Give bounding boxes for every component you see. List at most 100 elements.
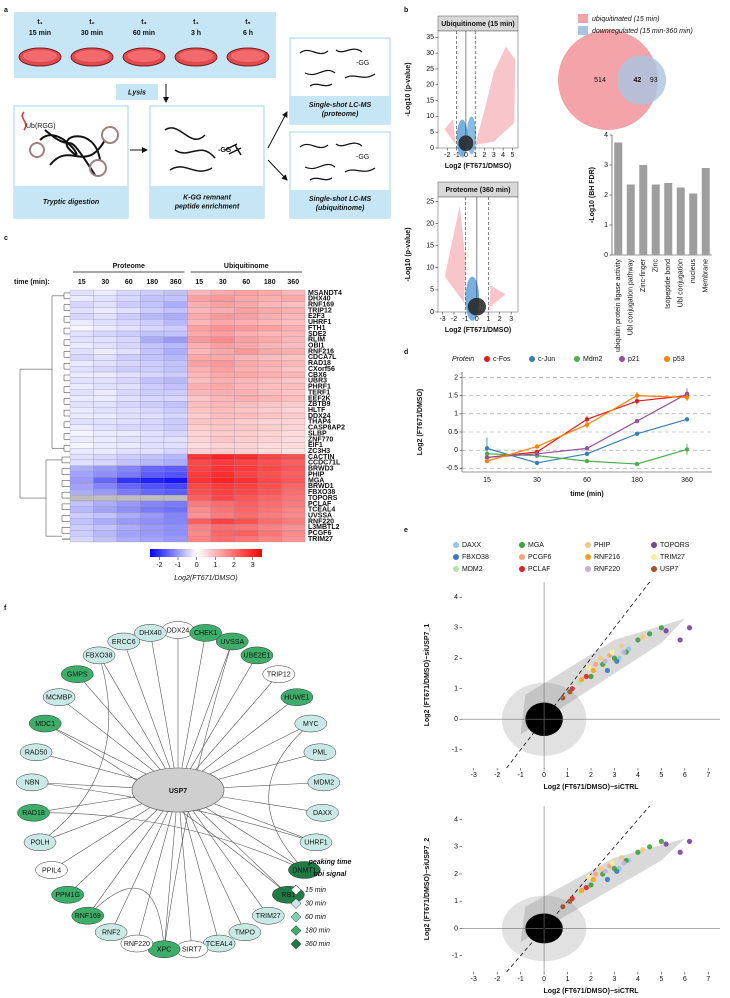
- hub-label: USP7: [169, 788, 187, 795]
- legend-marker: [519, 542, 525, 548]
- heat-cell: [210, 360, 235, 367]
- x-tick-label: Zinc-finger: [640, 258, 647, 292]
- y-tick-label: 3: [454, 844, 458, 851]
- venn-set: [558, 30, 658, 130]
- heat-cell: [257, 483, 282, 490]
- node: [307, 773, 341, 792]
- heat-cell: [281, 442, 306, 449]
- heat-cell: [69, 459, 94, 466]
- heat-cell: [93, 536, 118, 543]
- heat-cell: [140, 407, 165, 414]
- heat-cell: [116, 389, 141, 396]
- heat-cell: [187, 313, 212, 320]
- heat-cell: [210, 307, 235, 314]
- node: [23, 833, 57, 852]
- legend-label: MGA: [528, 542, 544, 549]
- timepoint-time: 15 min: [29, 30, 51, 37]
- heat-cell: [210, 354, 235, 361]
- x-tick-label: 15: [483, 477, 491, 484]
- heat-cell: [187, 506, 212, 513]
- point: [609, 860, 615, 866]
- heat-cell: [93, 489, 118, 496]
- heat-cell: [281, 471, 306, 478]
- heat-cell: [281, 448, 306, 455]
- heat-cell: [163, 307, 188, 314]
- decoration: [21, 111, 27, 131]
- heat-cell: [187, 418, 212, 425]
- na-cell: [69, 494, 94, 502]
- x-tick-label: ubiquitin protein ligase activity: [615, 259, 622, 352]
- point: [621, 860, 627, 866]
- heat-cell: [234, 477, 259, 484]
- heat-cell: [163, 536, 188, 543]
- heat-cell: [116, 412, 141, 420]
- decoration: [29, 142, 45, 158]
- legend-marker: [651, 566, 657, 572]
- heat-cell: [234, 395, 259, 402]
- x-tick-label: -3: [471, 772, 477, 779]
- y-axis-label: Log2 (FT671/DMSO)−siUSP7_2: [424, 838, 431, 941]
- heat-cell: [210, 342, 235, 349]
- legend-marker: [290, 898, 302, 909]
- dish-medium: [127, 50, 161, 62]
- heat-cell: [93, 401, 118, 408]
- heat-cell: [93, 430, 118, 437]
- node: [240, 646, 274, 665]
- heat-cell: [234, 471, 259, 478]
- heat-cell: [210, 377, 235, 384]
- panel-label: e: [404, 527, 408, 534]
- heat-cell: [163, 436, 188, 443]
- node-label: TRIP12: [267, 672, 291, 679]
- heat-cell: [69, 448, 94, 455]
- heat-cell: [210, 336, 235, 343]
- heat-cell: [140, 424, 165, 431]
- node-label: XPC: [157, 947, 171, 954]
- point: [583, 673, 589, 680]
- y-tick-label: 25: [426, 198, 434, 205]
- y-tick-label: 1: [604, 222, 608, 229]
- heat-cell: [281, 319, 306, 326]
- x-tick-label: 0: [542, 976, 546, 983]
- x-tick-label: 5: [510, 152, 514, 159]
- point: [635, 849, 641, 855]
- y-tick-label: 20: [426, 82, 434, 89]
- heat-cell: [187, 325, 212, 332]
- point: [579, 676, 585, 683]
- heat-cell: [187, 301, 212, 308]
- point: [640, 846, 646, 853]
- heat-cell: [257, 289, 282, 296]
- row-label: UHRF1: [308, 319, 331, 326]
- heat-cell: [93, 395, 118, 402]
- node-label: DNMT1: [292, 867, 316, 874]
- legend-label: downregulated (15 min-360 min): [592, 28, 693, 35]
- legend-marker: [619, 356, 625, 362]
- heat-cell: [234, 377, 259, 384]
- point: [560, 904, 566, 910]
- row-label: SLBP: [308, 430, 327, 437]
- x-tick-label: -1: [518, 976, 524, 983]
- heat-cell: [257, 506, 282, 513]
- legend-marker: [664, 356, 670, 362]
- heat-cell: [116, 336, 141, 343]
- heat-cell: [281, 325, 306, 332]
- heat-cell: [116, 319, 141, 326]
- edge: [177, 655, 258, 791]
- heat-cell: [257, 336, 282, 343]
- heat-cell: [187, 436, 212, 443]
- heat-cell: [257, 448, 282, 455]
- heat-cell: [281, 418, 306, 425]
- legend-label: p21: [628, 356, 640, 363]
- heat-cell: [187, 536, 212, 543]
- heat-cell: [93, 389, 118, 396]
- colorbar-tick-label: 0: [195, 562, 199, 569]
- na-cell: [140, 494, 165, 502]
- heat-cell: [140, 418, 165, 425]
- heat-cell: [93, 307, 118, 314]
- gg-label: -GG: [218, 147, 232, 154]
- heat-cell: [210, 530, 235, 537]
- heat-cell: [187, 459, 212, 466]
- heat-cell: [163, 530, 188, 537]
- x-tick-label: 60: [583, 477, 591, 484]
- heat-cell: [116, 536, 141, 543]
- heat-cell: [187, 383, 212, 390]
